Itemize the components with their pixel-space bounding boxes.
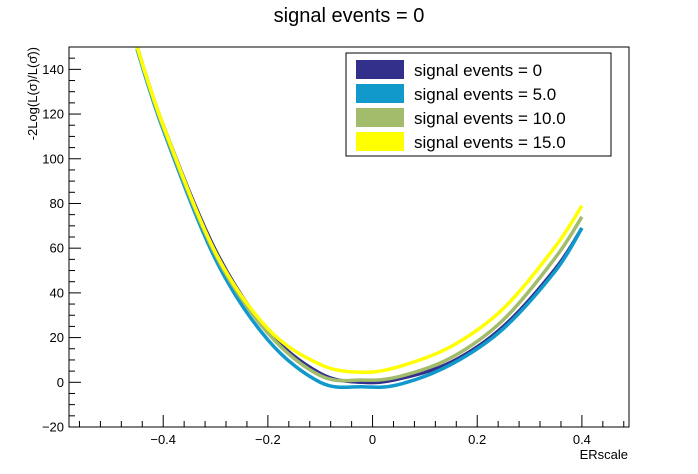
legend: signal events = 0 signal events = 5.0 sign…: [345, 52, 612, 157]
x-axis-title: ERscale: [580, 447, 628, 462]
x-tick-label: 0.4: [573, 432, 591, 447]
legend-label-1: signal events = 5.0: [414, 85, 556, 104]
series-line-3: [135, 47, 584, 375]
legend-swatch-3: [356, 132, 404, 151]
y-tick-label: 100: [42, 151, 64, 166]
y-tick-label: −20: [42, 420, 64, 435]
y-tick-label: 20: [50, 330, 64, 345]
legend-label-0: signal events = 0: [414, 61, 542, 80]
x-tick-label: 0.2: [468, 432, 486, 447]
series-curves: [135, 47, 584, 390]
y-axis: −20 0 20 40 60 80 100 120 140: [42, 46, 81, 435]
legend-swatch-2: [356, 108, 404, 127]
y-axis-title: -2Log(L(σ)/L(σ̂)): [25, 47, 40, 140]
x-tick-label: −0.2: [255, 432, 281, 447]
y-tick-label: 0: [57, 375, 64, 390]
legend-entries: signal events = 0 signal events = 5.0 sign…: [356, 60, 566, 152]
legend-label-2: signal events = 10.0: [414, 109, 566, 128]
legend-label-3: signal events = 15.0: [414, 133, 566, 152]
x-axis: −0.4 −0.2 0 0.2 0.4: [78, 415, 625, 447]
y-tick-label: 60: [50, 241, 64, 256]
y-tick-label: 40: [50, 285, 64, 300]
y-tick-label: 140: [42, 62, 64, 77]
x-tick-label: 0: [369, 432, 376, 447]
legend-swatch-0: [356, 60, 404, 79]
y-tick-label: 120: [42, 107, 64, 122]
x-tick-label: −0.4: [150, 432, 176, 447]
chart-title: signal events = 0: [274, 5, 425, 27]
legend-swatch-1: [356, 84, 404, 103]
y-tick-label: 80: [50, 196, 64, 211]
